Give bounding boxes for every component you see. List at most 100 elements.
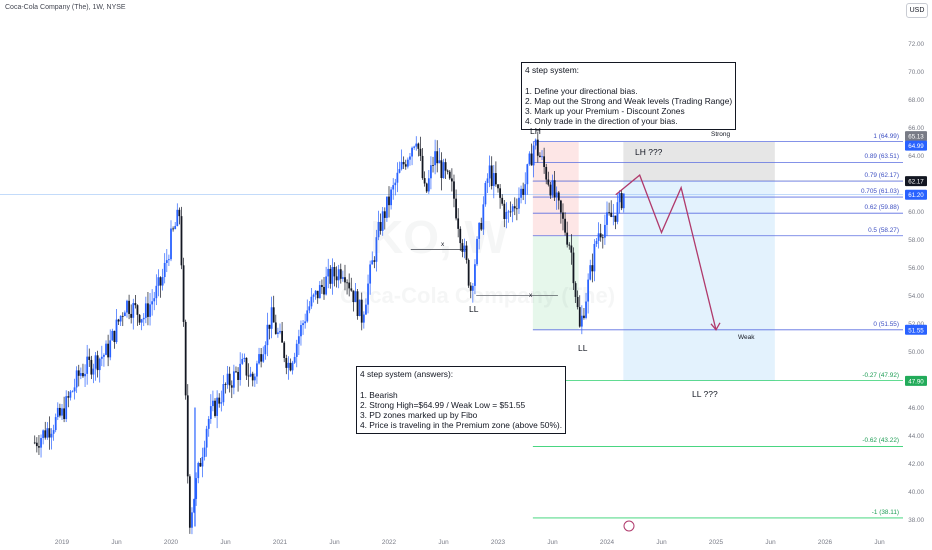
candle-body (103, 354, 105, 357)
candle-body (38, 446, 40, 448)
candle-body (67, 396, 70, 398)
candle-body (65, 396, 68, 420)
candle-body (237, 371, 239, 380)
y-tick-label: 44.00 (908, 433, 924, 440)
candle-body (308, 306, 311, 311)
candle-body (541, 156, 543, 158)
candle-body (530, 153, 533, 166)
x-tick-label: Jun (111, 539, 122, 546)
price-tag (905, 176, 927, 187)
candle-body (318, 285, 321, 299)
candle-body (272, 307, 275, 323)
candle-body (346, 282, 348, 284)
candle-body (434, 151, 437, 166)
candle-body (232, 371, 235, 388)
candles-layer (33, 131, 625, 535)
candle-body (212, 400, 214, 407)
candle-body (134, 303, 137, 306)
candle-body (256, 363, 258, 377)
candle-body (415, 143, 418, 147)
fib-layer (410, 141, 903, 519)
candle-body (258, 354, 260, 364)
candle-body (427, 178, 430, 192)
answers-note[interactable]: 4 step system (answers): 1. Bearish 2. S… (356, 366, 567, 434)
label-ll-mid: LL (578, 343, 588, 353)
candle-body (94, 355, 97, 369)
candle-body (383, 211, 386, 218)
candle-body (96, 355, 99, 371)
candle-body (285, 358, 288, 368)
candle-body (312, 294, 315, 297)
x-tick-label: 2020 (164, 539, 179, 546)
candle-body (153, 298, 156, 302)
candle-body (165, 260, 168, 263)
currency-button[interactable]: USD (906, 3, 928, 18)
candle-body (69, 391, 72, 398)
candle-body (302, 323, 304, 326)
premium-zone (532, 141, 579, 236)
projection-layer (615, 174, 721, 331)
candle-body (100, 356, 103, 359)
candle-body (394, 182, 397, 186)
candle-body (419, 148, 422, 156)
candle-body (339, 269, 342, 279)
plan-note[interactable]: 4 step system: 1. Define your directiona… (521, 62, 737, 130)
candle-body (482, 204, 485, 230)
candle-body (182, 265, 185, 322)
candle-body (608, 212, 610, 214)
projection-arrowhead (710, 322, 721, 331)
candle-body (239, 363, 242, 380)
x-tick-label: Jun (765, 539, 776, 546)
candle-body (616, 202, 619, 222)
candle-body (130, 313, 133, 318)
candle-body (578, 307, 581, 327)
candle-body (147, 303, 149, 317)
candle-body (580, 315, 583, 327)
y-tick-label: 66.00 (908, 125, 924, 132)
candle-body (63, 408, 65, 420)
candle-body (423, 178, 426, 184)
candle-body (597, 233, 600, 241)
candle-body (159, 277, 162, 286)
candle-body (459, 228, 462, 244)
candle-body (478, 222, 481, 239)
candle-body (226, 373, 229, 385)
candle-body (77, 370, 80, 376)
candle-body (161, 277, 164, 286)
candle-body (375, 237, 378, 262)
candle-body (151, 301, 154, 305)
candle-body (392, 185, 395, 190)
candle-body (543, 156, 546, 167)
fib-level-label: 1 (64.99) (873, 132, 899, 140)
price-tag-text: 62.17 (908, 179, 924, 186)
candle-body (253, 376, 256, 381)
candle-body (467, 259, 470, 286)
candle-body (155, 285, 158, 299)
candle-body (507, 211, 510, 213)
swing-marker-lower: x (529, 292, 533, 299)
axis-layer: 38.0040.0042.0044.0046.0048.0050.0052.00… (55, 41, 927, 546)
candle-body (446, 170, 449, 172)
candle-body (455, 198, 457, 219)
candle-body (436, 151, 439, 164)
candle-body (469, 285, 472, 291)
swing-marker-upper: x (441, 241, 445, 248)
candle-body (583, 315, 585, 318)
candle-body (515, 208, 518, 210)
candle-body (501, 197, 504, 204)
fib-level-label: -0.62 (43.22) (862, 437, 899, 445)
candle-body (123, 312, 126, 317)
candle-body (388, 196, 390, 206)
candle-body (333, 267, 336, 277)
label-lh-question: LH ??? (635, 147, 663, 157)
candle-body (417, 143, 420, 149)
fib-level-label: -1 (38.11) (871, 508, 899, 516)
candle-body (295, 343, 298, 357)
candle-body (528, 153, 531, 165)
candle-body (218, 397, 221, 404)
candle-body (287, 362, 290, 368)
candle-body (551, 180, 554, 196)
candle-body (438, 160, 441, 164)
candle-body (214, 400, 216, 416)
